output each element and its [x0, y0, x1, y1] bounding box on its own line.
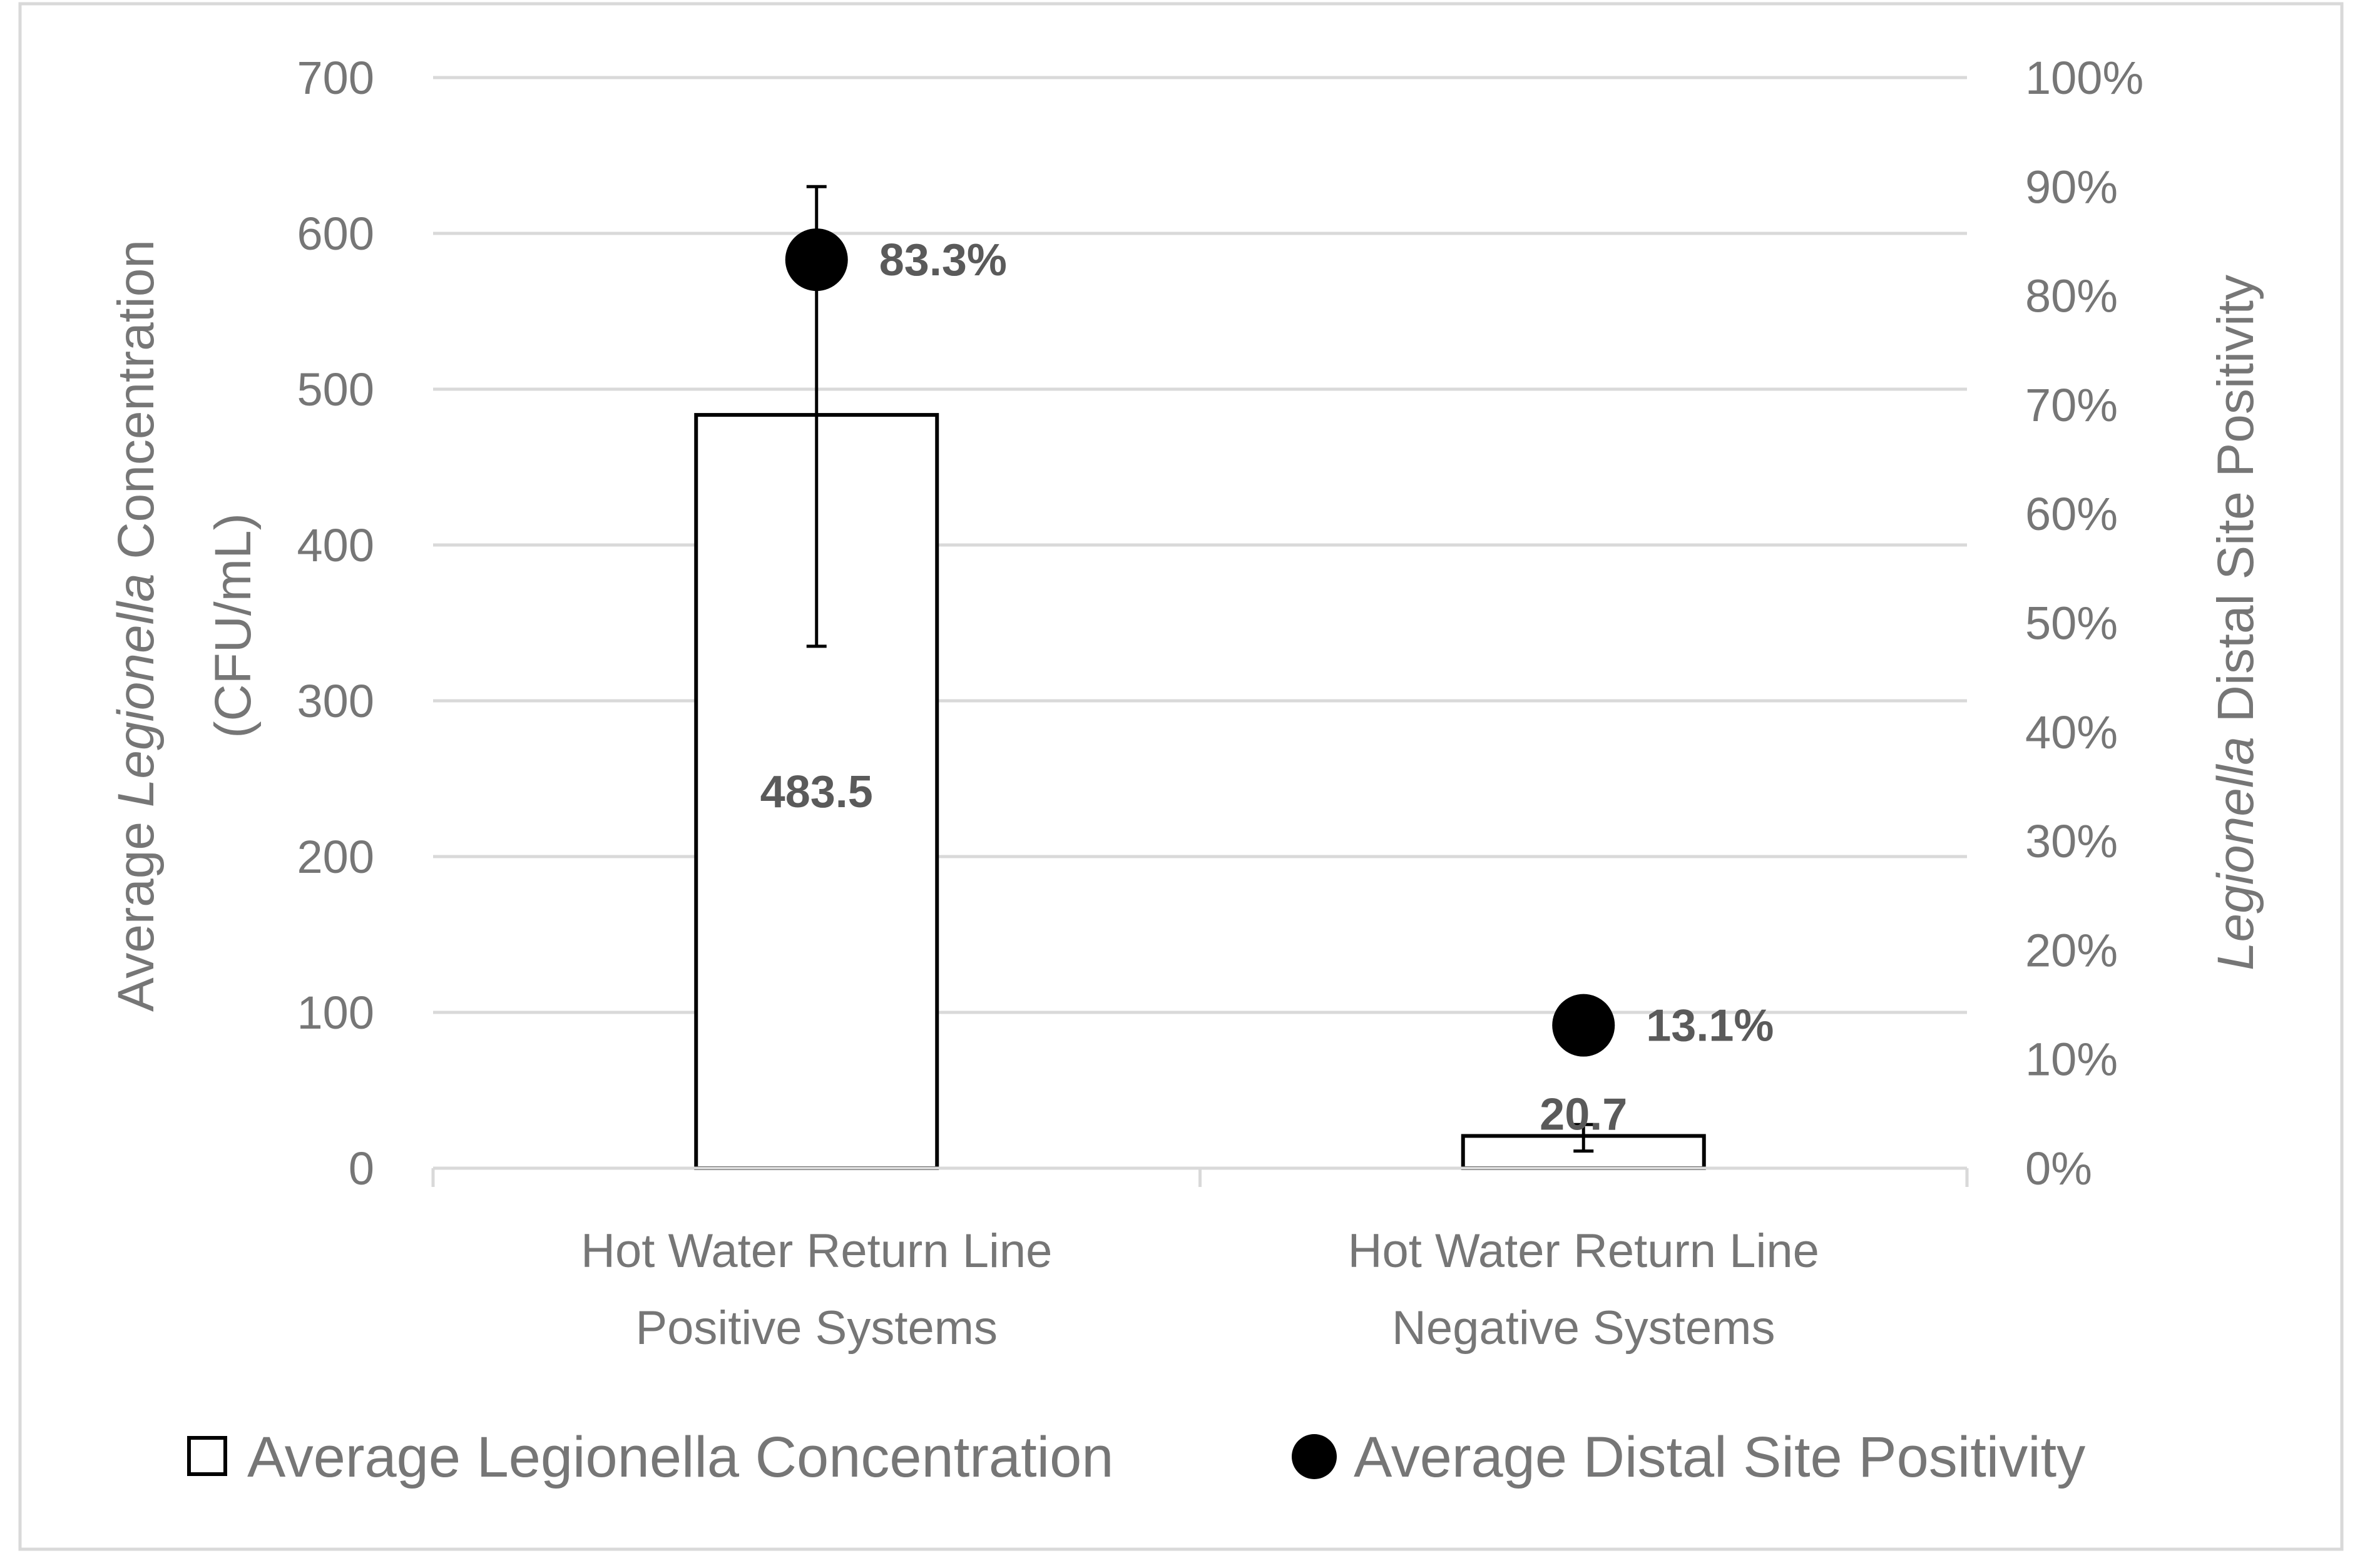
- bar-data-label: 20.7: [1540, 1089, 1627, 1139]
- x-category-label-line: Hot Water Return Line: [1348, 1224, 1819, 1278]
- y-right-tick-label: 10%: [2025, 1034, 2118, 1086]
- y-left-tick-label: 200: [297, 831, 374, 883]
- grid-layer: [433, 76, 1967, 1014]
- chart-border: [18, 2, 2344, 1551]
- y-left-axis-title-part: Concentration: [108, 240, 165, 573]
- legend-label-positivity: Average Distal Site Positivity: [1354, 1425, 2085, 1489]
- legend-layer: Average Legionella Concentration Average …: [187, 1425, 2085, 1489]
- y-right-tick-label: 20%: [2025, 924, 2118, 976]
- y-left-axis-title-line2: (CFU/mL): [205, 513, 262, 738]
- x-category-label: Hot Water Return Line Positive Systems: [581, 1224, 1052, 1355]
- x-category-label: Hot Water Return Line Negative Systems: [1348, 1224, 1819, 1355]
- marker-data-label: 13.1%: [1646, 1001, 1774, 1051]
- y-right-tick-label: 90%: [2025, 161, 2118, 213]
- marker-layer: [785, 228, 1615, 1057]
- bar-data-label: 483.5: [760, 767, 873, 817]
- y-right-tick-label: 70%: [2025, 379, 2118, 431]
- positivity-marker: [1552, 994, 1615, 1057]
- y-right-tick-label: 60%: [2025, 488, 2118, 540]
- marker-data-label: 83.3%: [879, 235, 1007, 285]
- y-left-tick-label: 700: [297, 52, 374, 104]
- y-right-axis-title-italic: Legionella: [2207, 736, 2264, 970]
- y-left-tick-label: 300: [297, 675, 374, 727]
- legend-label-concentration: Average Legionella Concentration: [247, 1425, 1113, 1489]
- y-right-tick-label: 30%: [2025, 815, 2118, 867]
- y-left-axis-title-italic: Legionella: [108, 573, 165, 807]
- y-left-tick-label: 600: [297, 208, 374, 260]
- y-right-tick-label: 0%: [2025, 1143, 2092, 1194]
- y-right-axis-title-part: Distal Site Positivity: [2207, 275, 2264, 736]
- y-left-axis-title-part: Average: [108, 807, 165, 1012]
- legend-square-icon: [187, 1436, 227, 1476]
- y-left-tick-label: 100: [297, 987, 374, 1039]
- axis-layer: 0 100 200 300 400 500 600 700 0% 10% 20% 30% 40% 50% 6…: [108, 52, 2264, 1355]
- y-left-tick-label: 400: [297, 519, 374, 571]
- y-left-tick-label: 500: [297, 364, 374, 415]
- y-right-tick-label: 50%: [2025, 598, 2118, 649]
- y-right-tick-label: 80%: [2025, 270, 2118, 322]
- x-category-label-line: Hot Water Return Line: [581, 1224, 1052, 1278]
- x-category-label-line: Positive Systems: [635, 1301, 998, 1355]
- y-right-tick-label: 40%: [2025, 706, 2118, 758]
- x-category-label-line: Negative Systems: [1392, 1301, 1775, 1355]
- legend-circle-icon: [1292, 1434, 1337, 1479]
- positivity-marker: [785, 228, 848, 292]
- label-layer: 483.5 20.7 83.3% 13.1%: [760, 235, 1774, 1139]
- y-right-axis-title: Legionella Distal Site Positivity: [2207, 275, 2264, 970]
- y-right-tick-label: 100%: [2025, 52, 2143, 104]
- y-left-axis-title: Average Legionella Concentration: [108, 240, 165, 1012]
- y-left-tick-label: 0: [349, 1143, 374, 1194]
